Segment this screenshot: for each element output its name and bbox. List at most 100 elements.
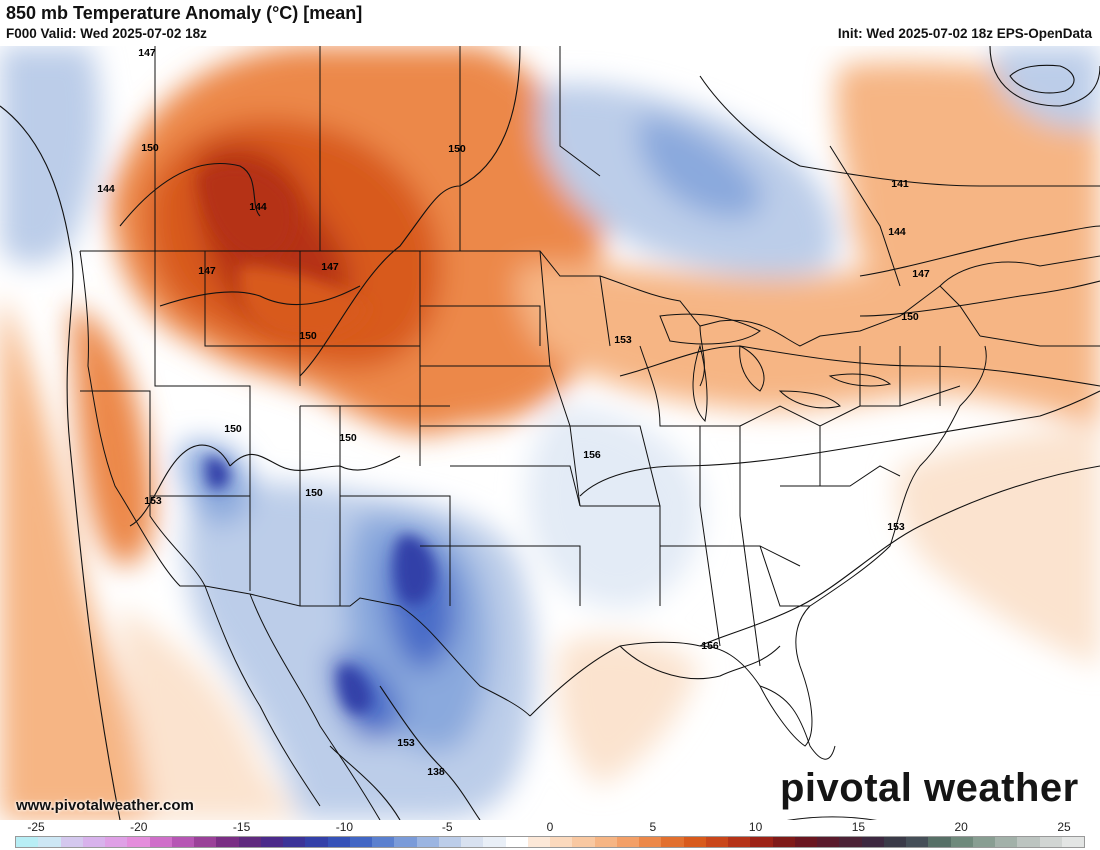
colorbar-swatch	[594, 837, 617, 847]
colorbar-swatch	[38, 837, 61, 847]
contour-labels: 147 144 150 144 147 147 150 150 153 150 150 156 150 1…	[97, 47, 930, 778]
colorbar-swatch	[82, 837, 105, 847]
colorbar: -25 -20 -15 -10 -5 0 5 10 15 20 25	[0, 820, 1100, 850]
colorbar-swatch	[238, 837, 261, 847]
colorbar-tick-label: 15	[851, 820, 866, 834]
contour-label: 153	[614, 334, 632, 346]
colorbar-swatch	[527, 837, 550, 847]
colorbar-swatch	[572, 837, 595, 847]
contour-label: 144	[888, 226, 906, 238]
contour-label: 150	[224, 423, 242, 435]
anomaly-detail	[200, 165, 435, 714]
contour-label: 153	[144, 495, 162, 507]
contour-label: 138	[427, 766, 445, 778]
colorbar-ticks: -25 -20 -15 -10 -5 0 5 10 15 20 25	[0, 820, 1100, 834]
map-title: 850 mb Temperature Anomaly (°C) [mean]	[6, 3, 363, 23]
colorbar-tick-label: -20	[130, 820, 148, 834]
contour-label: 156	[583, 449, 601, 461]
anomaly-region	[337, 665, 372, 714]
colorbar-swatch	[995, 837, 1018, 847]
colorbar-swatch	[750, 837, 773, 847]
anomaly-region	[205, 457, 230, 490]
colorbar-swatch	[438, 837, 461, 847]
colorbar-swatch	[1039, 837, 1062, 847]
colorbar-swatch	[216, 837, 239, 847]
contour-label: 150	[901, 311, 919, 323]
contour-label: 150	[305, 487, 323, 499]
anomaly-region	[638, 116, 762, 218]
colorbar-swatch	[1061, 837, 1084, 847]
colorbar-swatch	[194, 837, 217, 847]
colorbar-swatch	[794, 837, 817, 847]
colorbar-tick-label: 10	[748, 820, 763, 834]
colorbar-swatch	[639, 837, 662, 847]
anomaly-region	[120, 606, 300, 820]
colorbar-swatch	[661, 837, 684, 847]
colorbar-swatch	[327, 837, 350, 847]
colorbar-tick-label: 5	[649, 820, 657, 834]
anomaly-region	[0, 296, 150, 820]
colorbar-swatch	[349, 837, 372, 847]
anomaly-region	[0, 46, 101, 265]
website-credit[interactable]: www.pivotalweather.com	[16, 797, 194, 814]
colorbar-tick-label: -10	[335, 820, 354, 834]
colorbar-swatch	[616, 837, 639, 847]
anomaly-region	[200, 165, 294, 261]
contour-label: 147	[138, 47, 156, 59]
colorbar-swatch	[928, 837, 951, 847]
colorbar-swatch	[149, 837, 172, 847]
colorbar-tick-label: 25	[1057, 820, 1071, 834]
colorbar-tick-label: -25	[27, 820, 45, 834]
anomaly-region	[526, 406, 703, 609]
pivotal-weather-logo: pivotal weather	[780, 766, 1079, 810]
colorbar-tick-label: 0	[546, 820, 554, 834]
colorbar-swatch	[728, 837, 751, 847]
colorbar-swatch	[461, 837, 484, 847]
colorbar-swatches	[15, 836, 1085, 848]
colorbar-tick-label: -15	[232, 820, 251, 834]
colorbar-swatch	[950, 837, 973, 847]
contour-label: 144	[97, 183, 115, 195]
contour-label: 153	[887, 521, 905, 533]
colorbar-swatch	[372, 837, 395, 847]
colorbar-swatch	[105, 837, 128, 847]
contour-label: 150	[141, 142, 159, 154]
colorbar-swatch	[550, 837, 573, 847]
colorbar-swatch	[60, 837, 83, 847]
map-canvas: 147 144 150 144 147 147 150 150 153 150 150 156 150 1…	[0, 46, 1100, 820]
colorbar-swatch	[839, 837, 862, 847]
anomaly-region	[896, 426, 1100, 666]
colorbar-swatch	[305, 837, 328, 847]
colorbar-swatch	[416, 837, 439, 847]
anomaly-region	[70, 306, 154, 566]
colorbar-swatch	[283, 837, 306, 847]
colorbar-swatch	[772, 837, 795, 847]
state-boundaries	[79, 46, 1100, 820]
contour-label: 141	[891, 178, 909, 190]
valid-time: F000 Valid: Wed 2025-07-02 18z	[6, 26, 207, 41]
colorbar-swatch	[171, 837, 194, 847]
height-contours	[0, 46, 1100, 820]
colorbar-swatch	[883, 837, 906, 847]
colorbar-swatch	[394, 837, 417, 847]
header-bar: 850 mb Temperature Anomaly (°C) [mean] F…	[0, 0, 1100, 46]
contour-label: 156	[701, 640, 719, 652]
colorbar-swatch	[972, 837, 995, 847]
colorbar-swatch	[16, 837, 39, 847]
anomaly-region	[990, 46, 1100, 129]
colorbar-swatch	[260, 837, 283, 847]
anomaly-region	[239, 266, 370, 340]
contour-label: 153	[397, 737, 415, 749]
contour-label: 144	[249, 201, 267, 213]
anomaly-region	[835, 61, 1100, 306]
weather-map[interactable]: 147 144 150 144 147 147 150 150 153 150 150 156 150 1…	[0, 46, 1100, 820]
colorbar-swatch	[1017, 837, 1040, 847]
colorbar-swatch	[505, 837, 528, 847]
init-time: Init: Wed 2025-07-02 18z EPS-OpenData	[837, 26, 1092, 41]
colorbar-swatch	[906, 837, 929, 847]
contour-label: 150	[339, 432, 357, 444]
contour-label: 150	[299, 330, 317, 342]
contour-label: 147	[198, 265, 216, 277]
contour-label: 147	[321, 261, 339, 273]
colorbar-tick-label: -5	[441, 820, 453, 834]
